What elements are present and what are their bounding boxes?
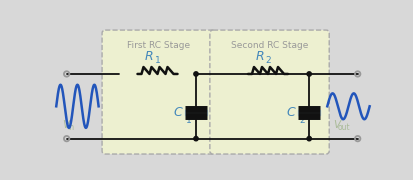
Text: 1: 1 [185, 116, 191, 125]
Circle shape [193, 136, 198, 141]
Text: C: C [173, 106, 182, 119]
Text: First RC Stage: First RC Stage [127, 41, 190, 50]
Text: in: in [67, 123, 74, 132]
Text: 2: 2 [265, 56, 271, 65]
Circle shape [306, 136, 311, 141]
Text: R: R [255, 50, 263, 63]
Text: C: C [286, 106, 294, 119]
Circle shape [193, 72, 198, 76]
Text: V: V [62, 120, 69, 130]
Text: Second RC Stage: Second RC Stage [230, 41, 308, 50]
Circle shape [306, 72, 311, 76]
Text: R: R [145, 50, 153, 63]
Text: out: out [337, 123, 350, 132]
FancyBboxPatch shape [102, 30, 216, 154]
FancyBboxPatch shape [209, 30, 328, 154]
Text: V: V [332, 120, 340, 130]
Text: 2: 2 [299, 116, 304, 125]
Text: 1: 1 [155, 56, 161, 65]
